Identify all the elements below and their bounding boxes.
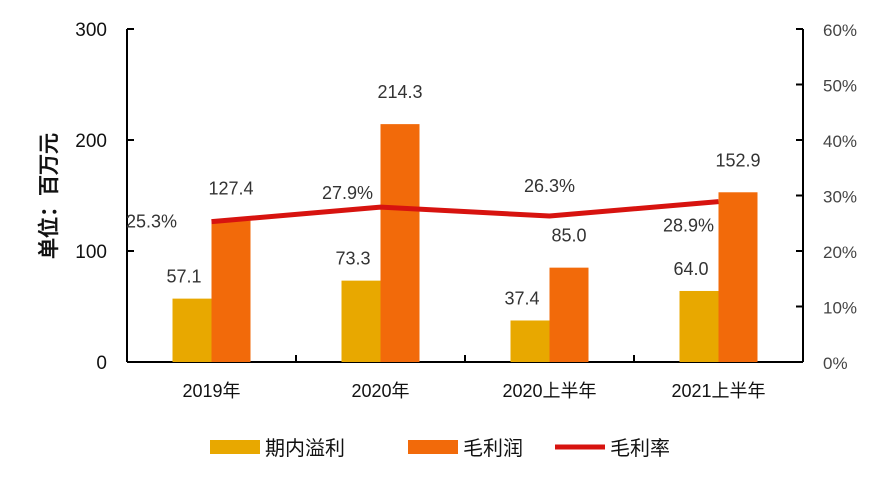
line-data-label: 27.9% <box>322 183 373 203</box>
bar-gross-profit <box>718 192 758 362</box>
left-tick-label: 0 <box>96 353 107 374</box>
legend-label: 毛利率 <box>610 437 670 460</box>
legend-label: 期内溢利 <box>265 437 345 460</box>
legend-swatch <box>210 440 260 454</box>
bars <box>172 124 758 362</box>
right-tick-label: 20% <box>823 243 857 262</box>
data-label: 85.0 <box>551 226 586 246</box>
right-tick-label: 40% <box>823 132 857 151</box>
bar-profit <box>510 320 550 362</box>
x-tick-label: 2020年 <box>351 381 409 401</box>
legend: 期内溢利 毛利润 毛利率 <box>210 437 670 460</box>
axes: 0 100 200 300 0% 10% 20% 30% 40% 50% 60% 2019年 2020年… <box>75 20 857 401</box>
data-label: 37.4 <box>504 288 539 308</box>
x-tick-label: 2019年 <box>182 381 240 401</box>
right-tick-label: 0% <box>823 354 848 373</box>
data-labels: 57.1 73.3 37.4 64.0 127.4 214.3 85.0 152.9 25.3%… <box>126 82 761 308</box>
right-tick-label: 10% <box>823 299 857 318</box>
bar-profit <box>172 298 212 362</box>
data-label: 214.3 <box>377 82 422 102</box>
legend-swatch <box>408 440 458 454</box>
data-label: 57.1 <box>166 267 201 287</box>
line-data-label: 25.3% <box>126 212 177 232</box>
legend-label: 毛利润 <box>463 437 523 460</box>
left-tick-label: 300 <box>75 20 107 41</box>
bar-gross-profit <box>211 220 251 362</box>
x-tick-label: 2020上半年 <box>502 381 596 401</box>
data-label: 64.0 <box>673 259 708 279</box>
line-series <box>211 199 719 225</box>
line-data-label: 26.3% <box>524 176 575 196</box>
bar-gross-profit <box>549 267 589 362</box>
y-axis-label: 单位：百万元 <box>37 133 61 259</box>
right-tick-label: 30% <box>823 188 857 207</box>
left-tick-label: 100 <box>75 242 107 263</box>
right-tick-label: 50% <box>823 77 857 96</box>
right-tick-label: 60% <box>823 21 857 40</box>
x-tick-label: 2021上半年 <box>671 381 765 401</box>
line-gross-margin <box>211 199 719 225</box>
bar-gross-profit <box>380 124 420 362</box>
line-data-label: 28.9% <box>663 216 714 236</box>
bar-profit <box>341 280 381 362</box>
data-label: 73.3 <box>335 249 370 269</box>
bar-profit <box>679 290 719 362</box>
left-tick-label: 200 <box>75 131 107 152</box>
data-label: 127.4 <box>208 179 253 199</box>
data-label: 152.9 <box>715 150 760 170</box>
